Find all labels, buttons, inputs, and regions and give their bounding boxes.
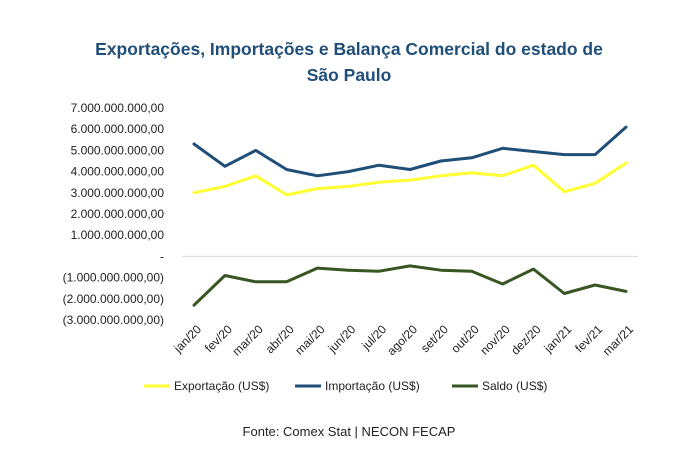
series-line-2	[192, 264, 628, 307]
x-tick-label-4: mai/20	[292, 322, 328, 358]
y-tick-label-4: 3.000.000.000,00	[71, 186, 165, 200]
x-tick-label-11: dez/20	[508, 322, 544, 358]
y-tick-label-2: 5.000.000.000,00	[71, 143, 165, 157]
series-lines	[192, 125, 628, 307]
y-tick-label-1: 6.000.000.000,00	[71, 122, 165, 136]
y-tick-label-0: 7.000.000.000,00	[71, 101, 165, 115]
legend: Exportação (US$) Importação (US$) Saldo (U…	[144, 379, 547, 393]
x-tick-label-10: nov/20	[477, 322, 513, 358]
series-line-1	[192, 125, 628, 178]
x-tick-label-7: ago/20	[384, 322, 420, 358]
y-tick-label-7: -	[160, 249, 164, 263]
legend-label-2: Saldo (US$)	[482, 379, 547, 393]
legend-label-0: Exportação (US$)	[174, 379, 269, 393]
x-tick-label-8: set/20	[418, 322, 451, 355]
x-tick-label-9: out/20	[448, 322, 482, 356]
source-note: Fonte: Comex Stat | NECON FECAP	[242, 424, 456, 439]
y-tick-label-6: 1.000.000.000,00	[71, 228, 165, 242]
chart-title-line-2: São Paulo	[306, 65, 392, 85]
y-tick-label-3: 4.000.000.000,00	[71, 165, 165, 179]
x-tick-label-3: abr/20	[263, 322, 297, 356]
y-tick-label-9: (2.000.000.000,00)	[63, 292, 164, 306]
legend-label-1: Importação (US$)	[325, 379, 420, 393]
chart-title: Exportações, Importações e Balança Comer…	[60, 36, 638, 88]
y-tick-label-10: (3.000.000.000,00)	[63, 313, 164, 327]
x-tick-label-0: jan/20	[170, 322, 204, 356]
x-tick-label-5: jun/20	[325, 322, 359, 356]
x-tick-label-14: mar/21	[600, 322, 637, 359]
y-tick-label-8: (1.000.000.000,00)	[63, 271, 164, 285]
y-tick-label-5: 2.000.000.000,00	[71, 207, 165, 221]
y-axis-tick-labels: 7.000.000.000,00 6.000.000.000,00 5.000.00…	[63, 101, 165, 327]
x-tick-label-2: mar/20	[230, 322, 267, 359]
series-line-0	[192, 161, 628, 197]
chart-title-line-1: Exportações, Importações e Balança Comer…	[95, 39, 603, 59]
x-tick-label-12: jan/21	[541, 322, 575, 356]
